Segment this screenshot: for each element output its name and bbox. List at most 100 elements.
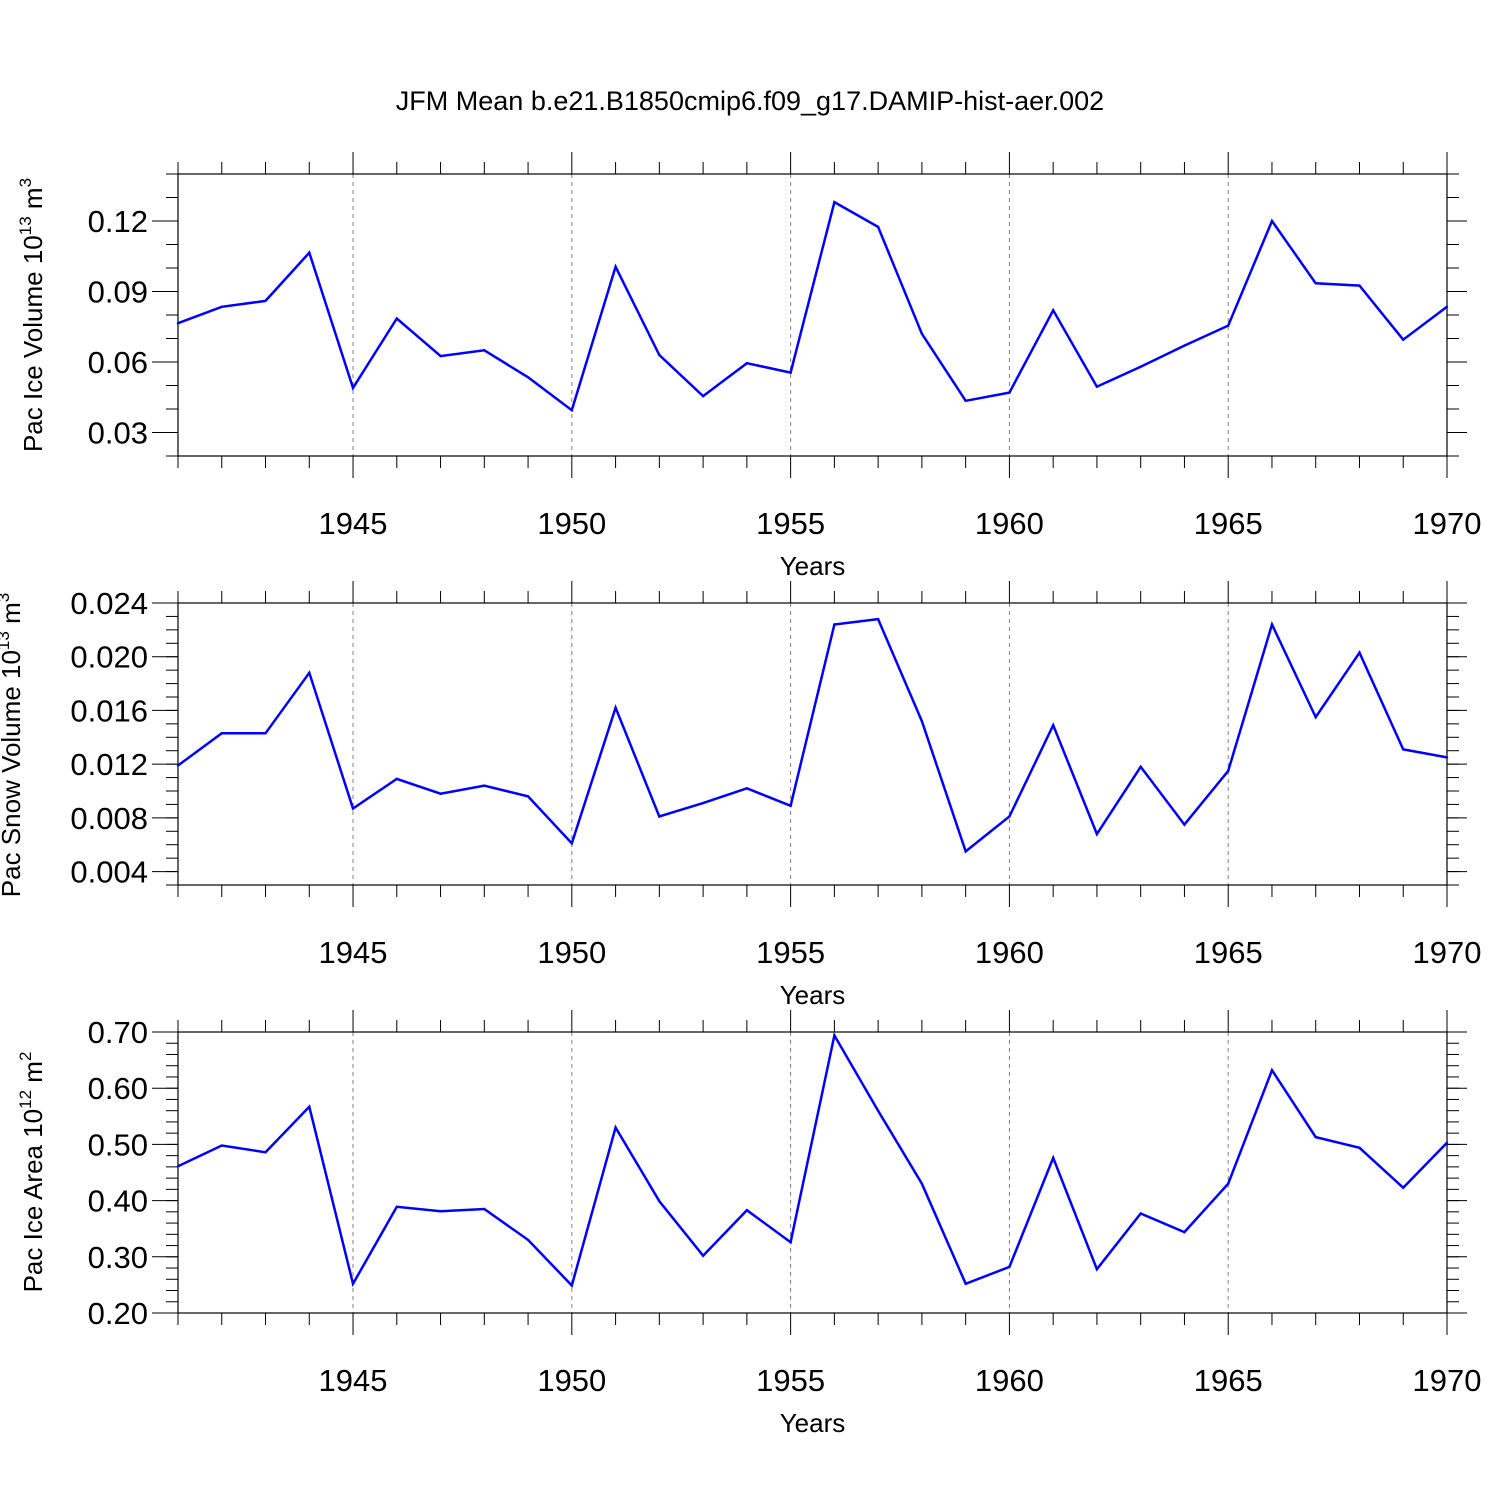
x-tick-label: 1955 (756, 935, 825, 970)
y-tick-label: 0.20 (88, 1296, 148, 1331)
data-point (264, 1151, 267, 1154)
y-axis-title-unit-sup: 3 (0, 593, 13, 602)
data-point (920, 1182, 924, 1185)
data-point (1095, 385, 1099, 388)
data-point (964, 399, 967, 402)
data-point (1008, 391, 1011, 394)
data-point (1445, 1141, 1449, 1144)
data-point (614, 265, 617, 269)
y-axis-title: Pac Ice Volume 1013 m3 (16, 178, 48, 452)
data-point (701, 394, 705, 398)
data-point (1227, 1182, 1230, 1185)
x-tick-label: 1945 (319, 1363, 388, 1398)
data-point (526, 376, 530, 379)
data-point (876, 225, 880, 229)
data-point (789, 804, 792, 807)
data-point (308, 1105, 311, 1108)
data-point (1183, 823, 1186, 826)
series-line (177, 200, 1448, 413)
data-point (1314, 715, 1317, 719)
x-axis-title: Years (780, 980, 846, 1010)
data-point (176, 764, 180, 767)
x-tick-label: 1960 (975, 1363, 1044, 1398)
y-axis-title-sup: 13 (0, 631, 13, 650)
data-point (1445, 305, 1449, 308)
data-point (1402, 748, 1405, 751)
data-point (351, 386, 355, 390)
y-axis-title-text: Pac Ice Area 10 (18, 1109, 48, 1293)
y-tick-label: 0.60 (88, 1071, 148, 1106)
y-tick-label: 0.09 (88, 275, 148, 310)
data-point (1270, 623, 1274, 626)
data-point (1051, 724, 1055, 727)
data-point (483, 784, 486, 787)
data-point (1183, 344, 1186, 347)
data-point (439, 354, 442, 358)
data-point (483, 349, 486, 352)
data-point (1358, 284, 1361, 287)
data-point (658, 1199, 661, 1203)
data-point (395, 1205, 398, 1208)
x-tick-label: 1965 (1194, 1363, 1263, 1398)
data-point (308, 671, 311, 675)
y-tick-label: 0.06 (88, 345, 148, 380)
data-point (833, 623, 836, 626)
x-tick-label: 1950 (537, 1363, 606, 1398)
data-point (395, 777, 398, 781)
y-tick-label: 0.70 (88, 1015, 148, 1050)
data-point (789, 371, 792, 374)
data-point (220, 732, 223, 735)
x-tick-label: 1965 (1194, 935, 1263, 970)
data-point (964, 850, 967, 853)
x-tick-label: 1945 (319, 506, 388, 541)
data-point (920, 332, 924, 335)
data-point (351, 1282, 355, 1285)
y-tick-label: 0.03 (88, 416, 148, 451)
chart-title: JFM Mean b.e21.B1850cmip6.f09_g17.DAMIP-… (396, 86, 1104, 116)
data-point (745, 787, 749, 790)
x-tick-label: 1945 (319, 935, 388, 970)
data-point (570, 408, 574, 412)
data-point (920, 719, 924, 723)
data-point (964, 1282, 967, 1285)
data-point (176, 322, 180, 325)
y-axis-title: Pac Ice Area 1012 m2 (16, 1052, 48, 1293)
data-point (308, 251, 311, 254)
data-point (220, 305, 223, 308)
y-tick-label: 0.008 (70, 801, 148, 836)
y-axis-title-unit-sup: 2 (16, 1052, 35, 1061)
data-point (526, 795, 530, 798)
panel-3: 1945 1950 1955 1960 1965 1970 0.20 0.30 0.40 0.50… (16, 1010, 1481, 1438)
data-point (745, 1208, 749, 1212)
plot-frame (177, 602, 1448, 886)
x-tick-label: 1960 (975, 935, 1044, 970)
y-tick-label: 0.016 (70, 693, 148, 728)
data-point (833, 1034, 836, 1037)
data-point (833, 201, 836, 204)
y-axis-title: Pac Snow Volume 1013 m3 (0, 593, 26, 897)
data-point (745, 361, 749, 365)
series-line (177, 1031, 1448, 1288)
y-tick-label: 0.012 (70, 747, 148, 782)
data-point (439, 792, 442, 795)
y-tick-label: 0.40 (88, 1184, 148, 1219)
data-point (701, 801, 705, 805)
x-axis-title: Years (780, 551, 846, 581)
series-line (177, 617, 1448, 854)
x-tick-label: 1955 (756, 1363, 825, 1398)
data-point (1139, 1212, 1142, 1215)
y-axis-title-sup: 12 (16, 1090, 35, 1109)
data-point (1095, 832, 1099, 836)
data-point (1227, 324, 1230, 327)
x-tick-label: 1970 (1413, 506, 1482, 541)
data-point (1227, 769, 1230, 773)
data-point (1314, 1135, 1317, 1139)
panel-2: 1945 1950 1955 1960 1965 1970 0.004 0.008 0.012 0… (0, 581, 1481, 1010)
y-axis-title-unit: m (18, 187, 48, 216)
data-point (570, 842, 574, 845)
data-point (395, 317, 398, 320)
data-point (1445, 756, 1449, 759)
data-point (1314, 282, 1317, 285)
x-tick-label: 1955 (756, 506, 825, 541)
